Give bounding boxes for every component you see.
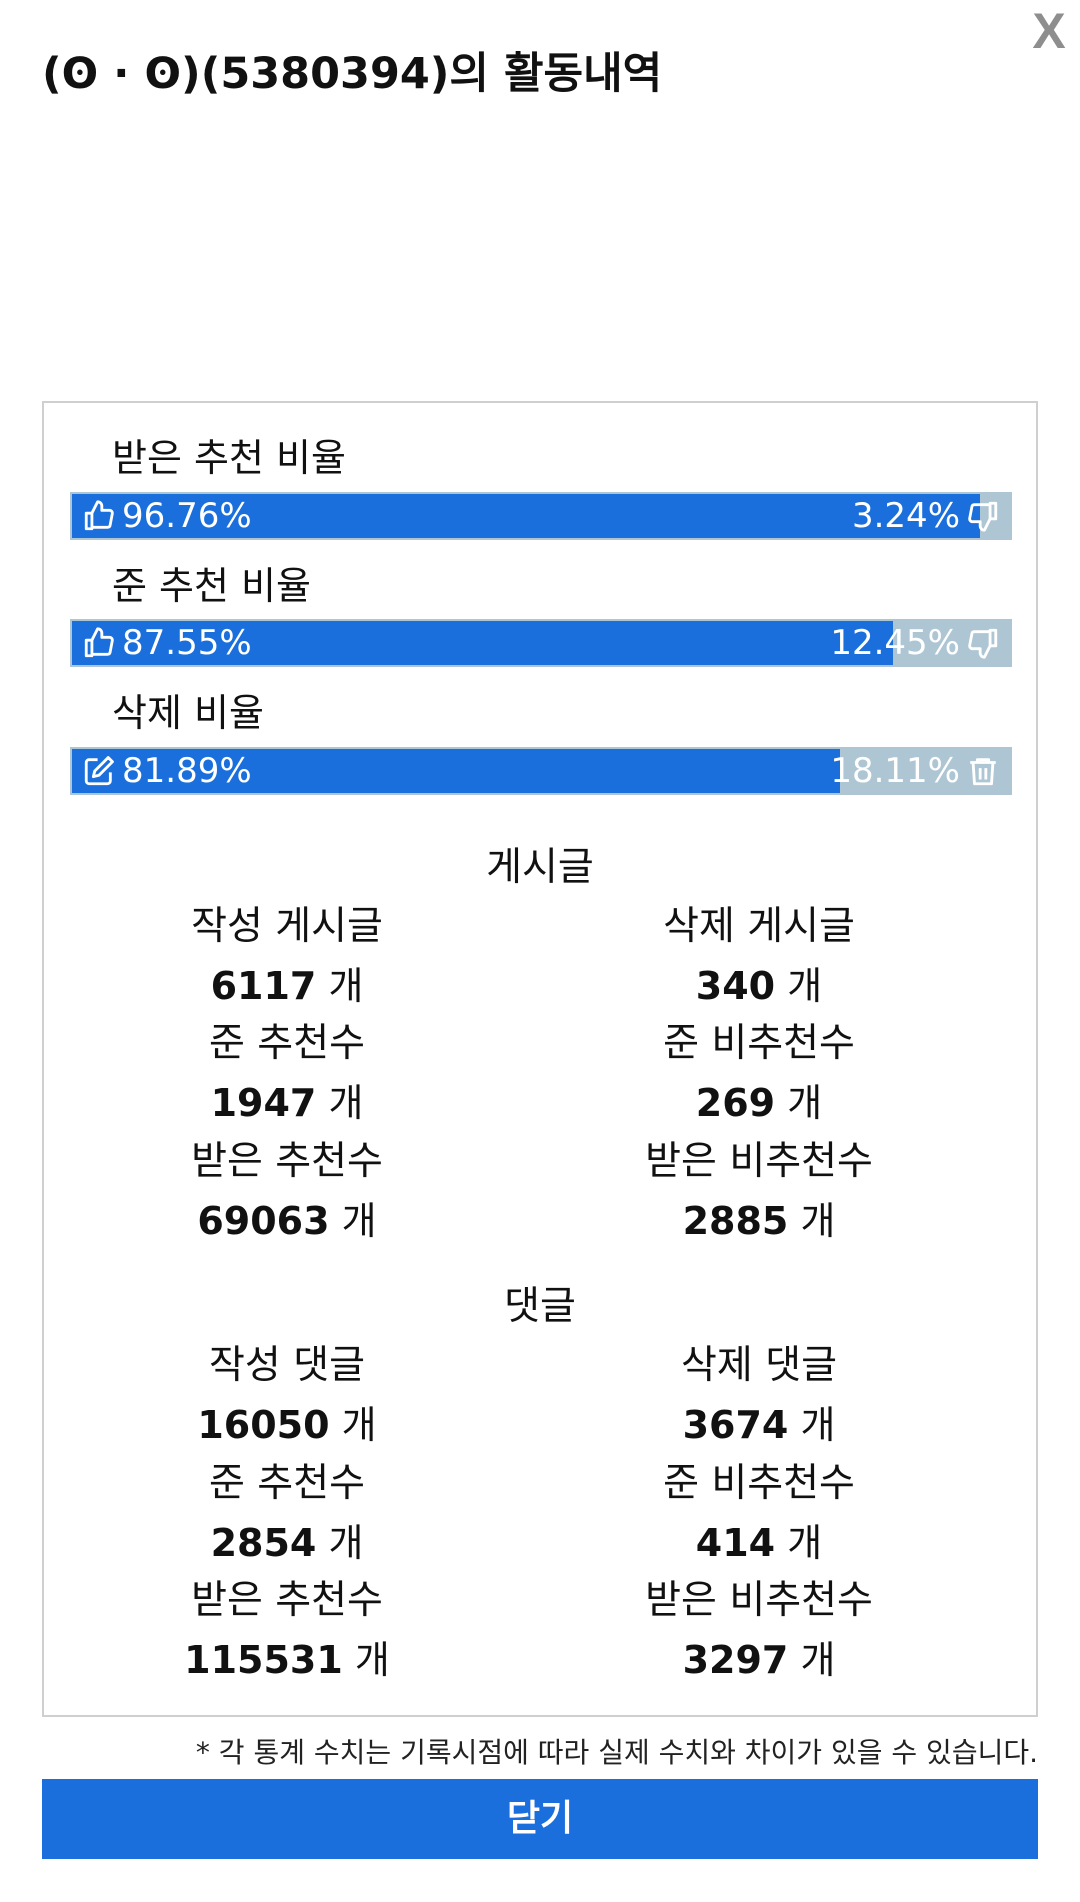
thumbs-up-icon (82, 499, 116, 533)
posts-section-title: 게시글 (486, 845, 594, 890)
received-recommend-ratio-label: 받은 추천 비율 (112, 436, 346, 480)
written-posts-label: 작성 게시글 (191, 904, 383, 949)
received-recommend-percent: 96.76% (122, 496, 252, 536)
given-recommend-ratio-bar: 87.55% 12.45% (70, 619, 1012, 667)
given-recommend-ratio-label: 준 추천 비율 (112, 564, 311, 608)
thumbs-up-icon (82, 626, 116, 660)
kept-percent: 81.89% (122, 751, 252, 791)
comments-given-not-recommend-label: 준 비추천수 (663, 1461, 855, 1506)
posts-given-recommend-label: 준 추천수 (209, 1021, 365, 1066)
written-comments-label: 작성 댓글 (209, 1343, 365, 1388)
comments-received-not-recommend-value: 3297 개 (682, 1638, 836, 1682)
comments-received-recommend-value: 115531 개 (184, 1638, 390, 1682)
posts-received-not-recommend-value: 2885 개 (682, 1199, 836, 1243)
received-not-recommend-percent: 3.24% (851, 496, 960, 536)
given-not-recommend-percent: 12.45% (830, 623, 960, 663)
posts-given-not-recommend-value: 269 개 (695, 1081, 823, 1125)
ratio-bar-fill (72, 749, 841, 793)
written-comments-value: 16050 개 (197, 1403, 377, 1447)
trash-icon (966, 754, 1000, 788)
written-posts-value: 6117 개 (210, 964, 364, 1008)
delete-ratio-label: 삭제 비율 (112, 691, 264, 735)
deleted-comments-label: 삭제 댓글 (681, 1343, 837, 1388)
posts-received-not-recommend-label: 받은 비추천수 (645, 1139, 873, 1184)
posts-received-recommend-value: 69063 개 (197, 1199, 377, 1243)
stats-panel: 받은 추천 비율 96.76% 3.24% 준 추천 비율 87.55% 12.… (42, 401, 1038, 1717)
deleted-posts-value: 340 개 (695, 964, 823, 1008)
posts-given-recommend-value: 1947 개 (210, 1081, 364, 1125)
comments-given-recommend-value: 2854 개 (210, 1521, 364, 1565)
received-recommend-ratio-bar: 96.76% 3.24% (70, 492, 1012, 540)
thumbs-down-icon (966, 626, 1000, 660)
comments-received-recommend-label: 받은 추천수 (191, 1578, 383, 1623)
comments-given-recommend-label: 준 추천수 (209, 1461, 365, 1506)
close-icon[interactable]: X (1032, 3, 1066, 59)
ratio-bar-fill (72, 621, 894, 665)
deleted-posts-label: 삭제 게시글 (663, 904, 855, 949)
ratio-bar-fill (72, 494, 980, 538)
thumbs-down-icon (966, 499, 1000, 533)
comments-section-title: 댓글 (504, 1284, 576, 1329)
delete-ratio-bar: 81.89% 18.11% (70, 747, 1012, 795)
given-recommend-percent: 87.55% (122, 623, 252, 663)
deleted-comments-value: 3674 개 (682, 1403, 836, 1447)
comments-given-not-recommend-value: 414 개 (695, 1521, 823, 1565)
deleted-percent: 18.11% (830, 751, 960, 791)
stats-disclaimer-note: * 각 통계 수치는 기록시점에 따라 실제 수치와 차이가 있을 수 있습니다… (195, 1736, 1038, 1769)
comments-received-not-recommend-label: 받은 비추천수 (645, 1578, 873, 1623)
posts-given-not-recommend-label: 준 비추천수 (663, 1021, 855, 1066)
edit-icon (82, 754, 116, 788)
posts-received-recommend-label: 받은 추천수 (191, 1139, 383, 1184)
close-button[interactable]: 닫기 (42, 1779, 1038, 1859)
dialog-title: (ʘ · ʘ)(5380394)의 활동내역 (42, 49, 663, 99)
